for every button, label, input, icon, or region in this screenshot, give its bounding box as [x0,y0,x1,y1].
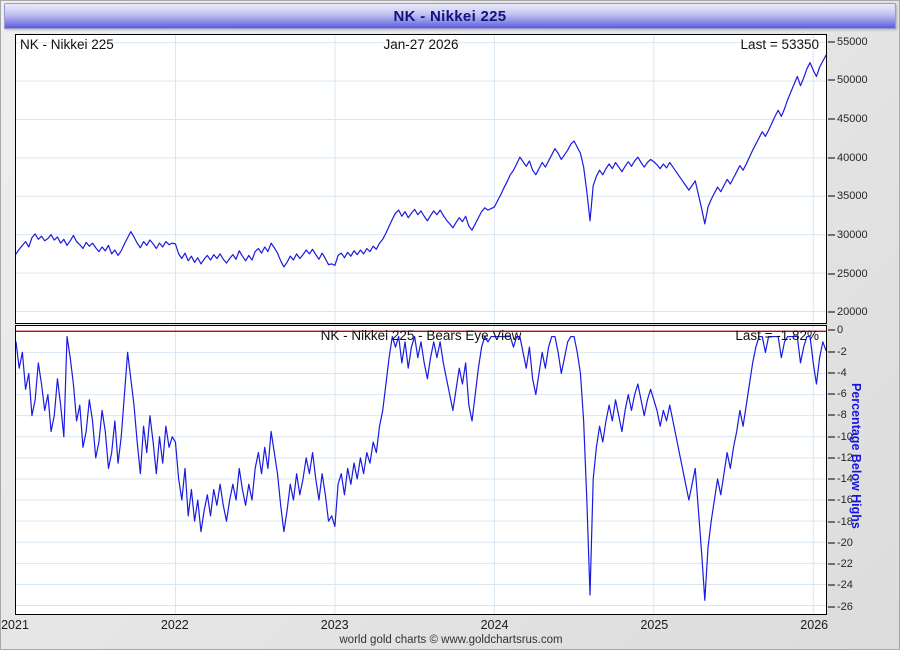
y-axis-tick-label: -2 [837,345,847,358]
y-axis-tick-mark [828,157,835,159]
y-axis-tick-label: 25000 [837,267,868,280]
drawdown-series-line [16,335,826,601]
y-axis-tick-mark [828,414,835,416]
x-axis-tick-label: 2021 [1,618,29,632]
y-axis-tick-label: 35000 [837,190,868,203]
window-title: NK - Nikkei 225 [393,7,507,25]
y-axis-tick-label: -24 [837,579,853,592]
zero-reference-line [16,330,826,332]
y-axis-tick-mark [828,584,835,586]
y-axis-tick-label: 20000 [837,306,868,319]
price-series-line [16,54,826,268]
y-axis-tick-mark [828,478,835,480]
y-axis-tick-mark [828,195,835,197]
price-chart-panel [15,34,827,324]
y-axis-tick-mark [828,273,835,275]
y-axis-tick-label: 0 [837,324,844,337]
x-axis-tick-label: 2026 [800,618,829,632]
y-axis-tick-mark [828,542,835,544]
y-axis-tick-mark [828,606,835,607]
y-axis-tick-mark [828,563,835,565]
y-axis-tick-label: -18 [837,515,853,528]
y-axis-tick-label: 40000 [837,151,868,164]
y-axis-tick-mark [828,457,835,459]
price-chart-gridlines [16,35,826,323]
window-title-bar: NK - Nikkei 225 [4,3,896,29]
x-axis-tick-label: 2022 [160,618,189,632]
y-axis-tick-label: 55000 [837,35,868,48]
y-axis-tick-mark [828,234,835,236]
y-axis-tick-mark [828,499,835,501]
y-axis-tick-label: -14 [837,473,853,486]
y-axis-tick-label: -12 [837,451,853,464]
y-axis-tick-label: 30000 [837,229,868,242]
y-axis-tick-label: -26 [837,600,853,613]
y-axis-tick-label: -16 [837,494,853,507]
y-axis-tick-mark [828,436,835,438]
y-axis-tick-mark [828,329,835,331]
x-axis-tick-label: 2024 [480,618,509,632]
y-axis-tick-label: -22 [837,558,853,570]
y-axis-tick-mark [828,393,835,395]
y-axis-tick-label: -4 [837,366,847,379]
x-axis-tick-label: 2025 [640,618,669,632]
drawdown-chart-panel [15,325,827,615]
y-axis-tick-label: -10 [837,430,853,443]
y-axis-tick-label: -6 [837,388,847,401]
y-axis-tick-mark [828,351,835,353]
y-axis-tick-label: -8 [837,409,847,422]
y-axis-tick-mark [828,372,835,374]
y-axis-tick-mark [828,79,835,81]
y-axis-tick-mark [828,118,835,120]
y-axis-tick-mark [828,41,835,43]
y-axis-tick-label: -20 [837,536,853,549]
y-axis-tick-label: 45000 [837,113,868,126]
y-axis-tick-mark [828,521,835,523]
x-axis-tick-label: 2023 [320,618,349,632]
y-axis-tick-mark [828,311,835,313]
footer-credit: world gold charts © www.goldchartsrus.co… [339,634,563,646]
y-axis-tick-label: 50000 [837,74,868,87]
